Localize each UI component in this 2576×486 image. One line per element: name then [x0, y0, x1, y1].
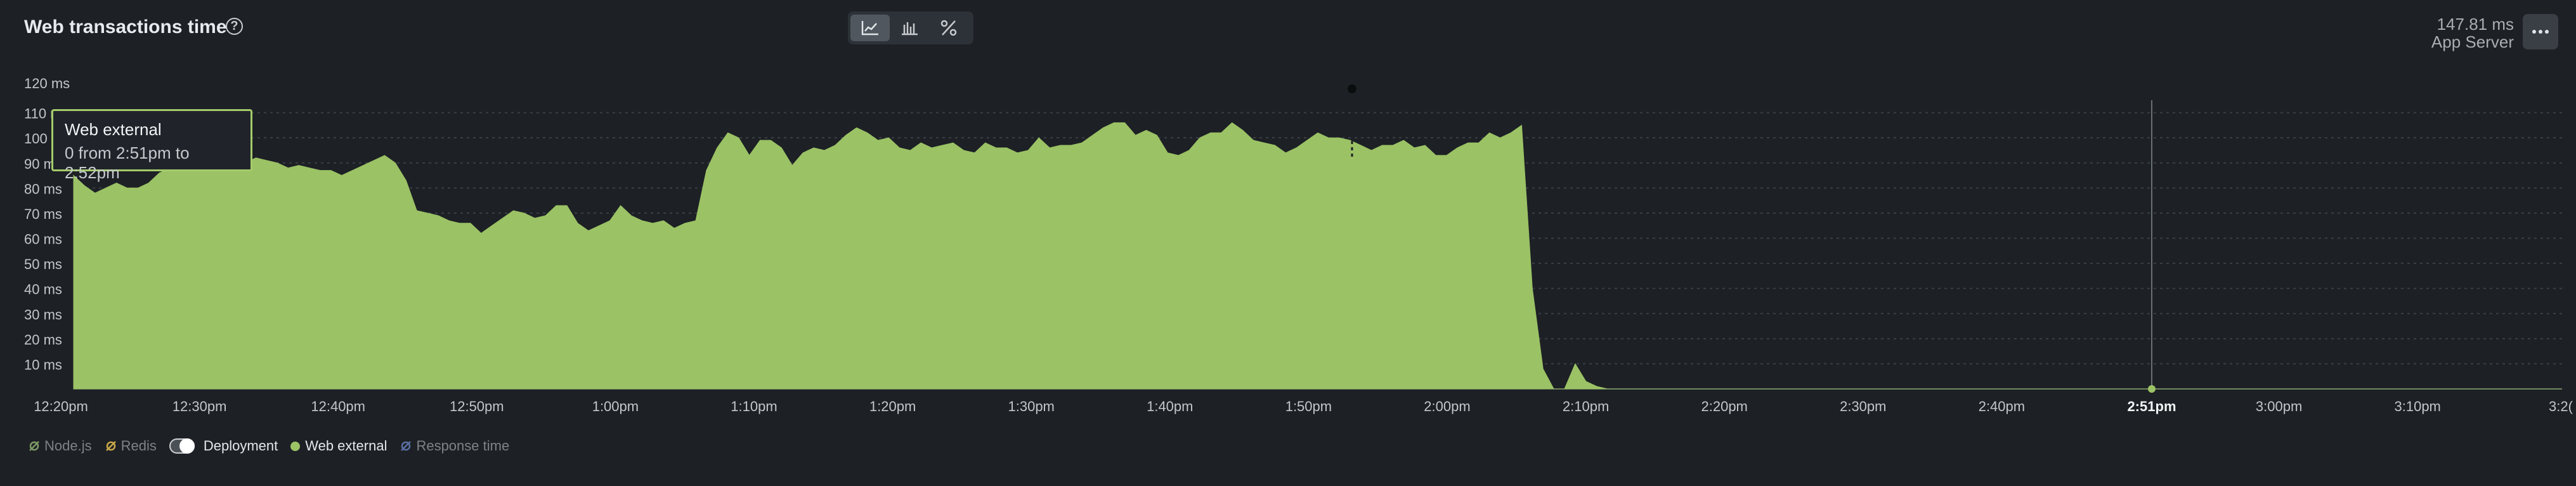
x-tick-label: 1:40pm [1147, 398, 1193, 414]
chart-legend: Node.js Redis Deployment Web external Re… [28, 438, 522, 454]
area-chart[interactable]: 10 ms 20 ms 30 ms 40 ms 50 ms 60 ms 70 ms 80 ms… [0, 0, 2576, 431]
summary-stat: 147.81 ms App Server [2431, 15, 2514, 51]
x-tick-label: 2:10pm [1563, 398, 1609, 414]
y-tick-label: 20 ms [24, 332, 62, 348]
chart-tooltip: Web external 0 from 2:51pm to 2:52pm [51, 109, 252, 182]
x-tick-label: 12:40pm [311, 398, 365, 414]
help-icon[interactable]: ? [226, 18, 243, 35]
x-tick-label: 12:20pm [34, 398, 88, 414]
area-series-web-external [73, 122, 2562, 390]
disabled-legend-icon [401, 441, 412, 451]
y-tick-label: 40 ms [24, 282, 62, 298]
x-tick-label: 1:10pm [731, 398, 777, 414]
x-tick-label: 3:00pm [2256, 398, 2302, 414]
y-tick-label: 70 ms [24, 206, 62, 222]
y-tick-label: 60 ms [24, 232, 62, 247]
x-tick-label: 2:30pm [1840, 398, 1886, 414]
legend-label: Deployment [203, 438, 278, 454]
chart-type-toggle [848, 11, 973, 44]
deployment-marker-dot [1348, 84, 1356, 93]
bar-chart-icon [902, 22, 918, 36]
line-chart-icon [861, 21, 878, 36]
legend-label: Response time [416, 438, 510, 454]
y-tick-label: 80 ms [24, 181, 62, 197]
legend-item-deployment[interactable]: Deployment [169, 438, 278, 454]
bar-chart-button[interactable] [890, 15, 929, 41]
tooltip-detail: 0 from 2:51pm to 2:52pm [65, 143, 190, 182]
x-tick-label: 2:51pm [2127, 398, 2176, 414]
x-tick-label: 2:40pm [1979, 398, 2025, 414]
x-tick-label: 12:50pm [450, 398, 504, 414]
y-tick-label: 10 ms [24, 357, 62, 372]
legend-label: Web external [305, 438, 387, 454]
legend-label: Redis [120, 438, 157, 454]
y-tick-label: 50 ms [24, 256, 62, 272]
x-tick-label: 1:20pm [869, 398, 916, 414]
percent-chart-button[interactable] [929, 15, 968, 41]
percent-icon [940, 20, 957, 36]
x-tick-label: 12:30pm [172, 398, 227, 414]
x-tick-label: 3:10pm [2395, 398, 2441, 414]
stat-value: 147.81 ms [2436, 15, 2514, 34]
tooltip-title: Web external [65, 120, 162, 139]
stat-label: App Server [2431, 32, 2514, 51]
deployment-toggle-switch[interactable] [169, 438, 195, 454]
more-horizontal-icon [2532, 30, 2549, 34]
legend-item-response-time[interactable]: Response time [400, 438, 509, 454]
x-tick-label: 2:20pm [1701, 398, 1748, 414]
widget-title: Web transactions time [24, 16, 227, 37]
x-tick-label: 1:30pm [1008, 398, 1055, 414]
line-chart-button[interactable] [850, 15, 890, 41]
legend-label: Node.js [44, 438, 92, 454]
x-tick-label: 2:00pm [1424, 398, 1470, 414]
legend-item-web-external[interactable]: Web external [290, 438, 387, 454]
y-tick-label: 30 ms [24, 306, 62, 322]
disabled-legend-icon [105, 441, 116, 451]
more-options-button[interactable] [2523, 14, 2558, 49]
legend-item-nodejs[interactable]: Node.js [28, 438, 92, 454]
legend-item-redis[interactable]: Redis [105, 438, 157, 454]
y-tick-label: 120 ms [24, 76, 70, 91]
hover-point [2148, 385, 2156, 393]
x-tick-label: 3:2( [2549, 398, 2573, 414]
x-tick-label: 1:50pm [1285, 398, 1332, 414]
disabled-legend-icon [29, 441, 39, 451]
legend-dot [290, 441, 301, 451]
x-tick-label: 1:00pm [592, 398, 639, 414]
